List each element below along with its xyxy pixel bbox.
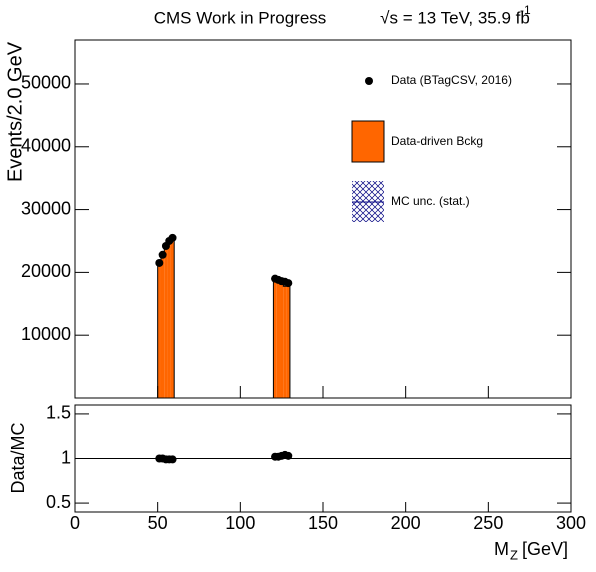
bckg-bar xyxy=(273,281,277,398)
x-tick-label: 200 xyxy=(391,513,421,533)
ratio-y-tick-label: 0.5 xyxy=(46,492,71,512)
title: CMS Work in Progress xyxy=(154,8,327,27)
y-tick-label: 30000 xyxy=(21,198,71,218)
ratio-y-tick-label: 1.5 xyxy=(46,403,71,423)
x-label-sub: Z xyxy=(510,547,518,562)
legend-label: Data (BTagCSV, 2016) xyxy=(391,73,512,87)
x-tick-label: 150 xyxy=(308,513,338,533)
y-tick-label: 40000 xyxy=(21,136,71,156)
legend-label: Data-driven Bckg xyxy=(391,134,483,148)
title-energy: √s = 13 TeV, 35.9 fb xyxy=(380,8,530,27)
x-tick-label: 0 xyxy=(70,513,80,533)
bckg-bar xyxy=(164,244,168,398)
legend-marker xyxy=(365,77,373,85)
data-point xyxy=(158,250,167,259)
ratio-y-tick-label: 1 xyxy=(61,447,71,467)
y-tick-label: 50000 xyxy=(21,73,71,93)
bckg-bar xyxy=(286,286,290,398)
x-tick-label: 100 xyxy=(225,513,255,533)
legend-label: MC unc. (stat.) xyxy=(391,194,470,208)
bckg-bar xyxy=(276,282,281,398)
x-label-unit: [GeV] xyxy=(522,539,568,559)
ratio-point xyxy=(168,455,177,464)
bckg-bar xyxy=(157,263,161,398)
ratio-y-label: Data/MC xyxy=(8,422,28,493)
x-tick-label: 250 xyxy=(473,513,503,533)
y-tick-label: 20000 xyxy=(21,261,71,281)
data-point xyxy=(284,279,293,288)
bckg-bar xyxy=(280,284,284,398)
x-tick-label: 50 xyxy=(148,513,168,533)
bckg-bar xyxy=(160,255,165,398)
legend-swatch xyxy=(351,120,385,163)
x-tick-label: 300 xyxy=(556,513,586,533)
ratio-point xyxy=(284,451,293,460)
x-label: M xyxy=(494,539,509,559)
y-label: Events/2.0 GeV xyxy=(4,41,26,182)
data-point xyxy=(168,233,177,242)
data-point xyxy=(155,258,164,267)
title-sup: -1 xyxy=(520,3,531,17)
bckg-bar xyxy=(170,236,175,398)
y-tick-label: 10000 xyxy=(21,324,71,344)
bckg-bar xyxy=(167,239,171,398)
bckg-bar xyxy=(283,286,287,398)
